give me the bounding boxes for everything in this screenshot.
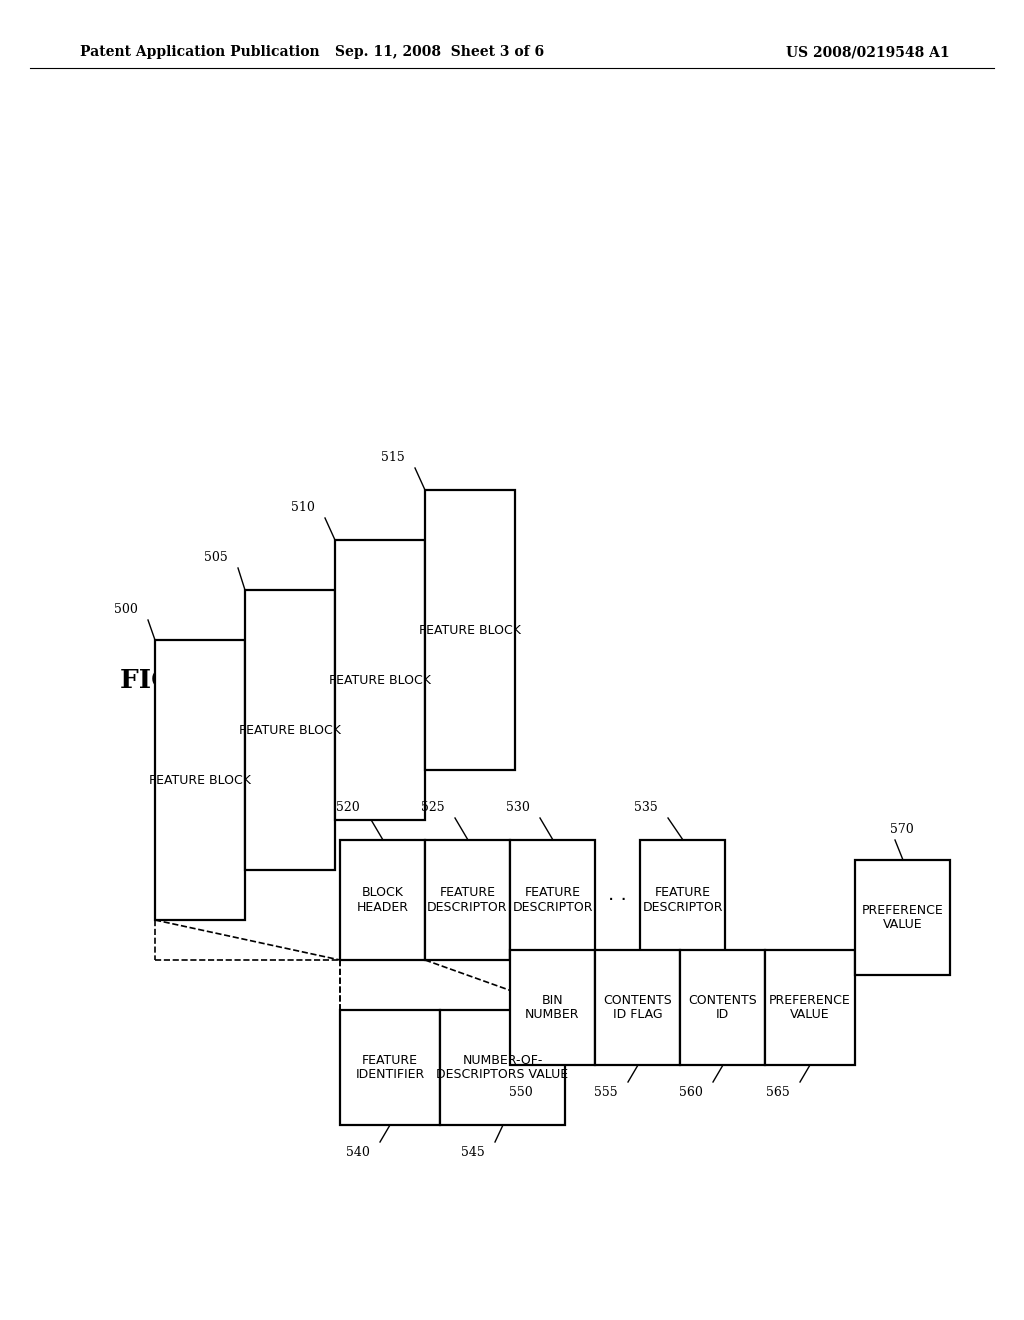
Text: 535: 535: [634, 801, 658, 814]
Text: FEATURE
IDENTIFIER: FEATURE IDENTIFIER: [355, 1053, 425, 1081]
Text: 540: 540: [346, 1146, 370, 1159]
Text: FEATURE BLOCK: FEATURE BLOCK: [329, 673, 431, 686]
Text: BLOCK
HEADER: BLOCK HEADER: [356, 886, 409, 913]
Text: 565: 565: [766, 1086, 790, 1100]
Text: FEATURE
DESCRIPTOR: FEATURE DESCRIPTOR: [642, 886, 723, 913]
Text: 560: 560: [679, 1086, 703, 1100]
Text: · ·: · ·: [608, 891, 627, 909]
Bar: [510, 840, 595, 960]
Text: 550: 550: [509, 1086, 534, 1100]
Bar: [340, 1010, 440, 1125]
Text: 570: 570: [890, 822, 913, 836]
Text: 505: 505: [204, 550, 228, 564]
Text: PREFERENCE
VALUE: PREFERENCE VALUE: [769, 994, 851, 1022]
Bar: [335, 540, 425, 820]
Text: FEATURE
DESCRIPTOR: FEATURE DESCRIPTOR: [427, 886, 508, 913]
Text: Sep. 11, 2008  Sheet 3 of 6: Sep. 11, 2008 Sheet 3 of 6: [336, 45, 545, 59]
Text: FIG. 5: FIG. 5: [120, 668, 209, 693]
Bar: [440, 1010, 565, 1125]
Text: 555: 555: [594, 1086, 618, 1100]
Bar: [595, 950, 680, 1065]
Bar: [680, 950, 765, 1065]
Text: FEATURE BLOCK: FEATURE BLOCK: [150, 774, 251, 787]
Bar: [425, 490, 515, 770]
Text: 500: 500: [114, 603, 138, 616]
Text: 525: 525: [421, 801, 445, 814]
Text: NUMBER-OF-
DESCRIPTORS VALUE: NUMBER-OF- DESCRIPTORS VALUE: [436, 1053, 568, 1081]
Text: 510: 510: [291, 502, 315, 513]
Text: PREFERENCE
VALUE: PREFERENCE VALUE: [861, 903, 943, 932]
Text: CONTENTS
ID: CONTENTS ID: [688, 994, 757, 1022]
Bar: [855, 861, 950, 975]
Text: FEATURE BLOCK: FEATURE BLOCK: [419, 623, 521, 636]
Text: Patent Application Publication: Patent Application Publication: [80, 45, 319, 59]
Bar: [155, 640, 245, 920]
Text: 515: 515: [381, 451, 406, 465]
Text: CONTENTS
ID FLAG: CONTENTS ID FLAG: [603, 994, 672, 1022]
Bar: [640, 840, 725, 960]
Bar: [510, 950, 595, 1065]
Text: FEATURE BLOCK: FEATURE BLOCK: [239, 723, 341, 737]
Bar: [425, 840, 510, 960]
Text: US 2008/0219548 A1: US 2008/0219548 A1: [786, 45, 950, 59]
Text: 530: 530: [506, 801, 530, 814]
Text: 545: 545: [461, 1146, 485, 1159]
Bar: [340, 840, 425, 960]
Text: BIN
NUMBER: BIN NUMBER: [525, 994, 580, 1022]
Text: FEATURE
DESCRIPTOR: FEATURE DESCRIPTOR: [512, 886, 593, 913]
Text: 520: 520: [336, 801, 360, 814]
Bar: [245, 590, 335, 870]
Bar: [765, 950, 855, 1065]
